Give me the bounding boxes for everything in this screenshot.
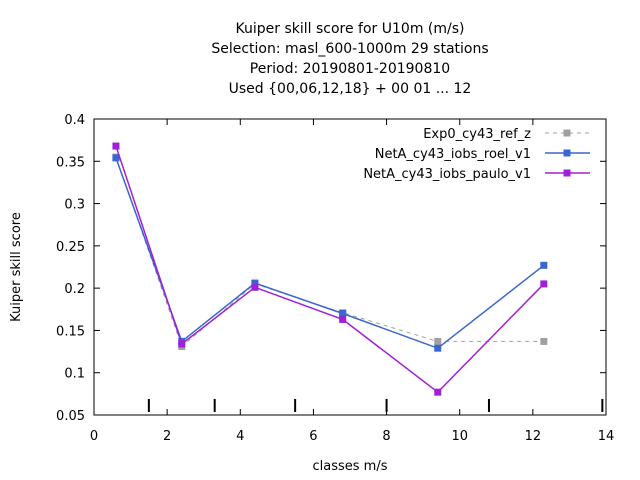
y-tick-label: 0.35 [56, 155, 85, 170]
x-tick-label: 10 [451, 429, 468, 444]
x-axis-label: classes m/s [313, 459, 388, 474]
series-line-2 [115, 157, 545, 350]
x-tick-label: 6 [309, 429, 317, 444]
y-tick-label: 0.2 [64, 282, 85, 297]
data-point [540, 261, 548, 269]
x-tick-label: 2 [163, 429, 171, 444]
legend-marker-1 [563, 129, 571, 137]
series-2 [112, 154, 548, 352]
y-tick-label: 0.15 [56, 324, 85, 339]
legend-marker-3 [563, 169, 571, 177]
class-boundary-marks [147, 399, 604, 412]
data-series [112, 142, 548, 396]
x-tick-label: 0 [90, 429, 98, 444]
legend: Exp0_cy43_ref_z NetA_cy43_iobs_roel_v1 Net… [363, 127, 590, 182]
x-tick-label: 8 [382, 429, 390, 444]
y-axis-label: Kuiper skill score [9, 212, 24, 322]
data-point [434, 388, 442, 396]
data-point [112, 154, 120, 162]
data-point [434, 337, 442, 345]
data-point [339, 315, 347, 323]
series-line-1 [115, 156, 544, 348]
legend-marker-2 [563, 149, 571, 157]
legend-label-3: NetA_cy43_iobs_paulo_v1 [363, 167, 531, 182]
data-point [251, 283, 259, 291]
series-line-3 [115, 145, 545, 394]
chart-title: Kuiper skill score for U10m (m/s) Selecti… [211, 21, 488, 97]
title-line-4: Used {00,06,12,18} + 00 01 ... 12 [229, 81, 472, 97]
y-tick-label: 0.4 [64, 113, 85, 128]
data-point [434, 344, 442, 352]
series-1 [112, 153, 548, 350]
y-tick-label: 0.05 [56, 409, 85, 424]
x-tick-label: 12 [525, 429, 542, 444]
title-line-2: Selection: masl_600-1000m 29 stations [211, 41, 488, 57]
plot-axes [93, 118, 607, 416]
data-point [339, 310, 347, 318]
title-line-1: Kuiper skill score for U10m (m/s) [236, 21, 465, 37]
legend-label-1: Exp0_cy43_ref_z [423, 127, 531, 142]
y-axis-ticks: 0.05 0.1 0.15 0.2 0.25 0.3 0.35 0.4 [56, 113, 606, 424]
title-line-3: Period: 20190801-20190810 [250, 61, 450, 77]
x-tick-label: 4 [236, 429, 244, 444]
x-tick-label: 14 [598, 429, 615, 444]
y-tick-label: 0.1 [64, 367, 85, 382]
data-point [540, 280, 548, 288]
x-axis-ticks: 0 2 4 6 8 10 12 14 [90, 119, 614, 444]
y-tick-label: 0.3 [64, 198, 85, 213]
series-3 [112, 142, 548, 396]
plot-frame [93, 118, 607, 416]
y-tick-label: 0.25 [56, 240, 85, 255]
data-point [112, 142, 120, 150]
data-point [540, 337, 548, 345]
legend-label-2: NetA_cy43_iobs_roel_v1 [375, 147, 531, 162]
data-point [178, 340, 186, 348]
